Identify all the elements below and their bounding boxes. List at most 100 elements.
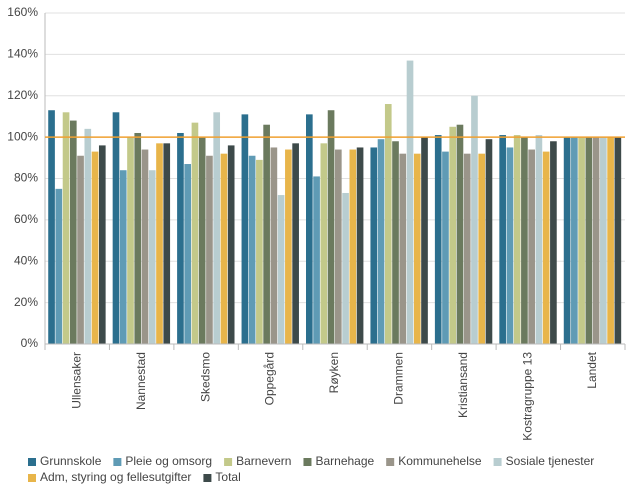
bar: [471, 95, 478, 344]
bar: [263, 124, 270, 345]
bar: [320, 143, 328, 344]
x-tick-label: Skedsmo: [198, 352, 212, 402]
y-tick-label: 0%: [21, 336, 39, 350]
bar: [542, 151, 550, 344]
bar: [614, 137, 622, 344]
bar: [191, 122, 199, 344]
y-tick-label: 40%: [14, 253, 38, 267]
bar: [442, 151, 449, 344]
bar: [499, 135, 506, 344]
bar: [134, 132, 142, 344]
legend-swatch: [28, 458, 36, 466]
bar: [241, 114, 249, 345]
bar: [463, 153, 471, 344]
legend-swatch: [303, 458, 312, 466]
bar: [478, 153, 486, 344]
legend-swatch: [493, 458, 502, 466]
bar: [84, 128, 92, 344]
bar: [77, 155, 84, 344]
bar: [607, 137, 614, 344]
bar: [421, 137, 428, 344]
y-tick-label: 120%: [7, 88, 38, 102]
x-tick-label: Landet: [585, 351, 599, 388]
bar: [413, 153, 421, 344]
y-tick-label: 160%: [7, 5, 38, 19]
bar: [119, 170, 127, 344]
bar: [592, 137, 600, 344]
bar: [456, 124, 464, 345]
bar: [206, 155, 213, 344]
bar: [148, 170, 156, 344]
bar: [449, 126, 457, 344]
legend-swatch: [224, 458, 233, 466]
bar: [399, 153, 407, 344]
bar: [177, 132, 184, 344]
legend-label: Barnevern: [236, 454, 291, 468]
legend-swatch: [203, 474, 212, 482]
bar: [585, 137, 593, 344]
legend-label: Adm, styring og fellesutgifter: [40, 470, 191, 484]
x-tick-label: Kostragruppe 13: [521, 352, 535, 441]
legend-swatch: [113, 458, 122, 466]
bar: [485, 139, 493, 344]
bar: [313, 176, 320, 344]
bar: [535, 135, 543, 344]
bar: [141, 149, 149, 344]
x-tick-label: Drammen: [392, 352, 406, 405]
bar: [62, 112, 70, 344]
legend-label: Barnehage: [315, 454, 374, 468]
bar: [600, 137, 607, 344]
bar: [277, 195, 285, 344]
legend-label: Sosiale tjenester: [506, 454, 595, 468]
bar: [98, 145, 106, 344]
bar: [184, 164, 192, 344]
bar: [349, 149, 357, 344]
bar: [335, 149, 342, 344]
bar: [213, 112, 221, 344]
bar: [513, 135, 521, 344]
x-tick-label: Røyken: [327, 352, 341, 393]
bar: [384, 104, 392, 345]
bar: [571, 137, 578, 344]
legend-swatch: [386, 458, 395, 466]
x-tick-label: Ullensaker: [69, 352, 83, 409]
bar: [248, 155, 256, 344]
x-tick-label: Kristiansand: [456, 352, 470, 418]
bar: [69, 120, 77, 344]
y-tick-label: 140%: [7, 47, 38, 61]
bar: [327, 110, 335, 344]
legend-label: Kommunehelse: [398, 454, 482, 468]
bar: [127, 137, 134, 344]
bar: [285, 149, 292, 344]
bar: [406, 60, 414, 345]
bar: [163, 143, 171, 344]
legend-label: Grunnskole: [40, 454, 102, 468]
bar: [55, 188, 63, 344]
x-tick-label: Nannestad: [134, 352, 148, 410]
bar: [342, 192, 349, 344]
bar: [578, 137, 585, 344]
bar: [198, 137, 206, 344]
bar: [156, 143, 163, 344]
bar: [48, 110, 55, 344]
bar: [377, 139, 385, 344]
bar: [392, 141, 399, 344]
bar: [220, 153, 228, 344]
bar: [434, 135, 442, 344]
bar: [550, 141, 557, 344]
bar: [356, 147, 364, 344]
bar: [370, 147, 378, 344]
bar: [292, 143, 299, 344]
bar: [528, 149, 535, 344]
bar: [270, 147, 278, 344]
bar: [256, 159, 263, 344]
y-tick-label: 60%: [14, 212, 38, 226]
x-tick-label: Oppegård: [263, 352, 277, 405]
y-tick-label: 100%: [7, 129, 38, 143]
y-tick-label: 80%: [14, 171, 38, 185]
legend-label: Pleie og omsorg: [125, 454, 212, 468]
bar: [227, 145, 235, 344]
legend-label: Total: [215, 470, 240, 484]
bar: [563, 137, 571, 344]
